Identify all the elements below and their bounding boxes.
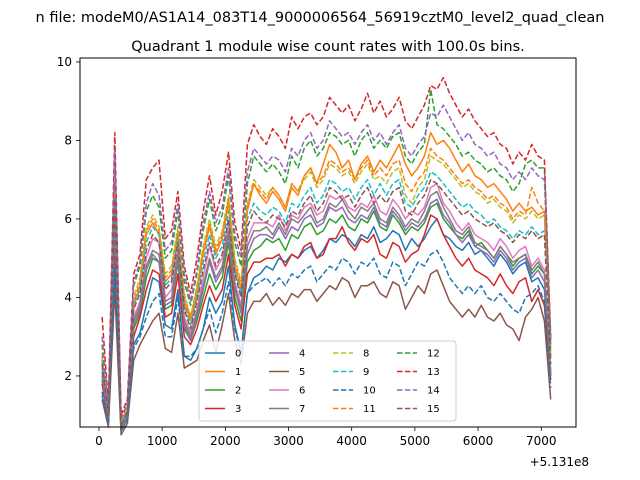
y-tick-label: 2 — [64, 369, 72, 383]
series-line-8 — [101, 155, 552, 424]
series-line-15 — [101, 178, 552, 428]
x-tick-label: 7000 — [526, 434, 557, 448]
legend-label-10: 10 — [363, 386, 376, 397]
legend-label-6: 6 — [299, 386, 305, 397]
chart-suptitle: n file: modeM0/AS1A14_083T14_9000006564_… — [36, 10, 605, 26]
legend-label-12: 12 — [427, 349, 440, 360]
legend-label-5: 5 — [299, 367, 305, 378]
series-line-6 — [101, 182, 552, 428]
legend-label-9: 9 — [363, 367, 369, 378]
y-tick-label: 10 — [57, 55, 72, 69]
legend-label-13: 13 — [427, 367, 440, 378]
legend-label-11: 11 — [363, 404, 376, 415]
legend-label-3: 3 — [235, 404, 241, 415]
series-line-7 — [101, 190, 552, 428]
series-line-9 — [101, 171, 552, 424]
x-tick-label: 1000 — [147, 434, 178, 448]
y-tick-label: 4 — [64, 290, 72, 304]
series-lines — [101, 76, 552, 436]
series-line-10 — [101, 249, 552, 432]
chart-title: Quadrant 1 module wise count rates with … — [131, 39, 525, 55]
legend-label-2: 2 — [235, 386, 241, 397]
series-line-14 — [101, 104, 552, 420]
y-tick-label: 6 — [64, 212, 72, 226]
y-axis: 2 4 6 8 10 — [57, 55, 80, 383]
series-line-5 — [101, 269, 552, 436]
x-tick-label: 2000 — [210, 434, 241, 448]
series-line-13 — [101, 76, 552, 416]
x-tick-label: 0 — [95, 434, 103, 448]
x-offset-label: +5.131e8 — [530, 455, 589, 469]
legend-label-14: 14 — [427, 386, 440, 397]
legend-label-4: 4 — [299, 349, 305, 360]
legend-label-0: 0 — [235, 349, 241, 360]
x-axis: 0 1000 2000 3000 4000 5000 6000 7000 — [95, 427, 557, 448]
legend-label-7: 7 — [299, 404, 305, 415]
legend-label-15: 15 — [427, 404, 440, 415]
y-tick-label: 8 — [64, 133, 72, 147]
x-tick-label: 3000 — [273, 434, 304, 448]
legend-label-1: 1 — [235, 367, 241, 378]
x-tick-label: 4000 — [336, 434, 367, 448]
series-line-12 — [101, 88, 552, 420]
legend-box — [198, 340, 457, 422]
series-line-3 — [101, 214, 552, 428]
legend-label-8: 8 — [363, 349, 369, 360]
x-tick-label: 6000 — [463, 434, 494, 448]
x-tick-label: 5000 — [400, 434, 431, 448]
plot-area-frame — [79, 57, 577, 428]
